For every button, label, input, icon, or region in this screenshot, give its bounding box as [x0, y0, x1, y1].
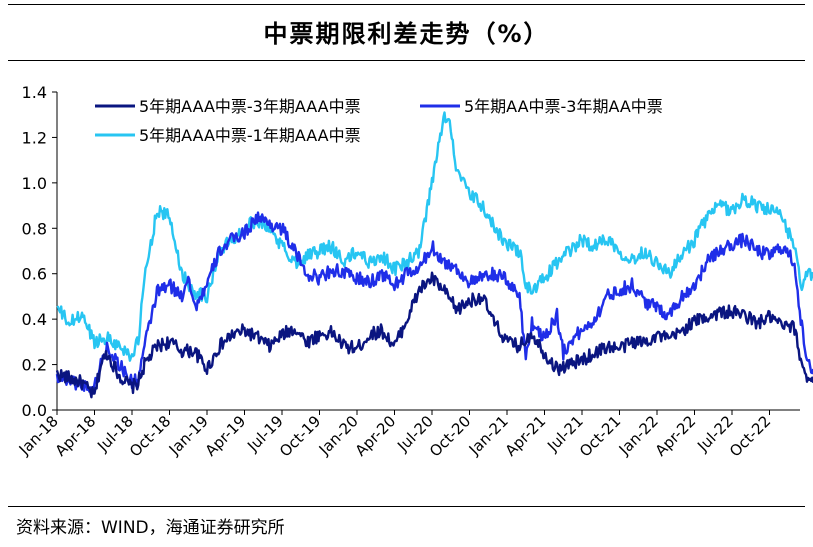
x-tick-label: Apr-19 — [202, 412, 250, 460]
source-top-rule — [8, 506, 805, 507]
x-tick-label: Jan-20 — [315, 412, 362, 459]
line-chart: 0.0 0.2 0.4 0.6 0.8 1.0 1.2 1.4 Jan-18Apr-18Jul… — [15, 83, 813, 460]
x-tick-label: Jan-22 — [615, 412, 662, 459]
y-axis-ticks: 0.0 0.2 0.4 0.6 0.8 1.0 1.2 1.4 — [22, 83, 57, 420]
x-tick-label: Apr-22 — [652, 412, 700, 460]
y-tick-label: 0.4 — [22, 310, 47, 329]
title-top-rule — [8, 4, 805, 5]
x-tick-label: Oct-22 — [726, 412, 774, 460]
chart-title: 中票期限利差走势（%） — [263, 20, 550, 48]
series-lines — [55, 111, 813, 399]
x-tick-label: Apr-20 — [352, 412, 400, 460]
series-line — [55, 271, 813, 399]
y-tick-label: 0.8 — [22, 219, 47, 238]
x-tick-label: Apr-18 — [52, 412, 100, 460]
series-line — [56, 111, 813, 362]
x-tick-label: Oct-18 — [126, 412, 174, 460]
y-tick-label: 0.0 — [22, 401, 47, 420]
series-line — [55, 211, 813, 393]
x-tick-label: Jan-19 — [165, 412, 212, 459]
source-note: 资料来源：WIND，海通证券研究所 — [16, 518, 285, 538]
y-tick-label: 1.4 — [22, 83, 47, 102]
x-tick-label: Apr-21 — [502, 412, 550, 460]
y-tick-label: 1.2 — [22, 128, 47, 147]
legend-label: 5年期AAA中票-1年期AAA中票 — [139, 126, 361, 145]
x-tick-label: Oct-20 — [426, 412, 474, 460]
x-tick-label: Oct-21 — [576, 412, 624, 460]
y-tick-label: 1.0 — [22, 174, 47, 193]
x-tick-label: Oct-19 — [276, 412, 324, 460]
y-tick-label: 0.2 — [22, 356, 47, 375]
x-axis-ticks: Jan-18Apr-18Jul-18Oct-18Jan-19Apr-19Jul-… — [15, 410, 774, 460]
y-tick-label: 0.6 — [22, 265, 47, 284]
title-bottom-rule — [8, 60, 805, 61]
x-tick-label: Jan-21 — [465, 412, 512, 459]
legend: 5年期AAA中票-3年期AAA中票 5年期AA中票-3年期AA中票 5年期AAA中票… — [95, 97, 663, 145]
legend-label: 5年期AA中票-3年期AA中票 — [464, 97, 663, 116]
legend-label: 5年期AAA中票-3年期AAA中票 — [139, 97, 361, 116]
axes — [56, 92, 800, 411]
